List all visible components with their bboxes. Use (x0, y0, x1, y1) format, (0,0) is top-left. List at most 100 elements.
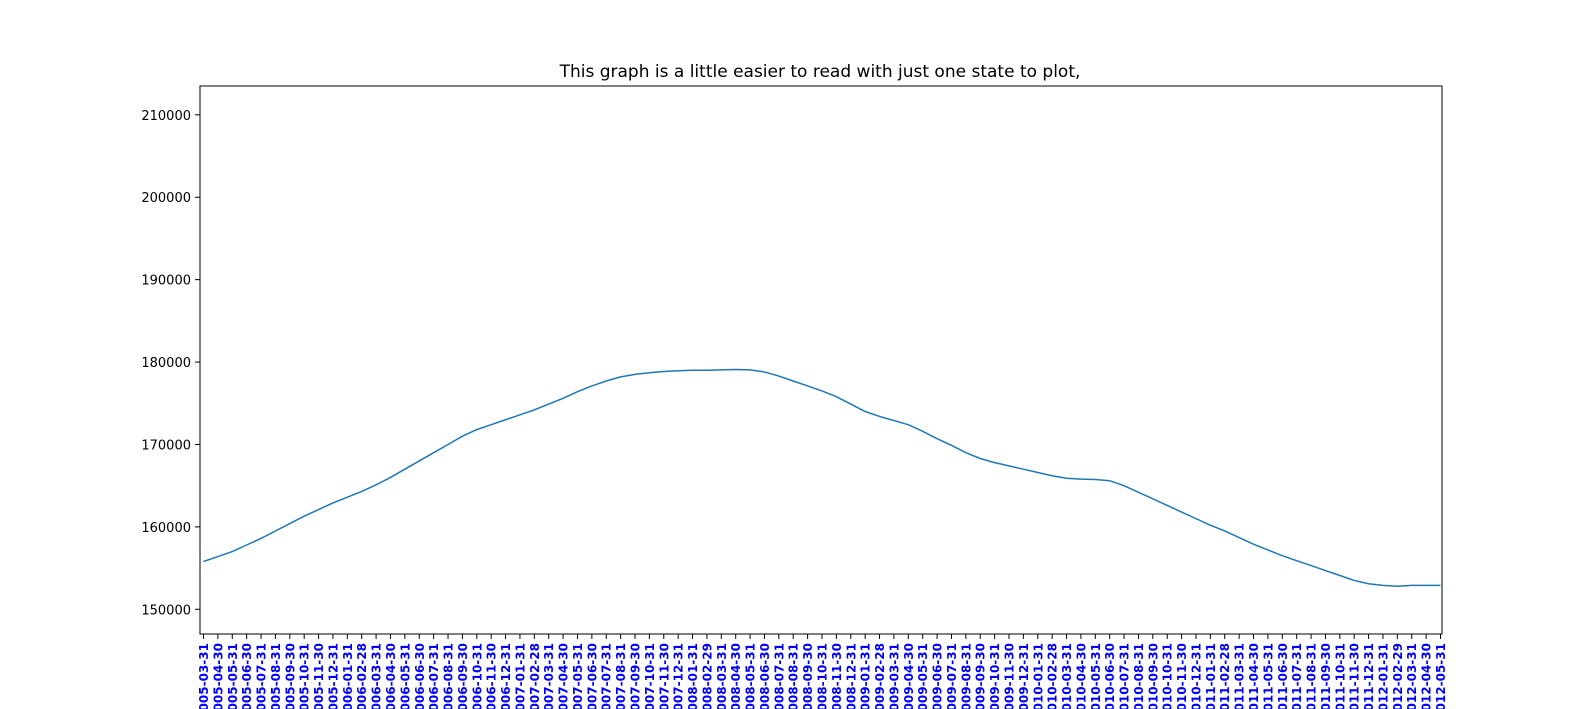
x-tick-label: 2005-09-30 (283, 643, 297, 709)
x-axis: 2005-03-31 2005-04-30 2005-05-31 2005-06-30… (197, 634, 1448, 709)
x-tick-label: 2007-01-31 (513, 643, 527, 709)
x-tick-label: 2006-02-28 (355, 643, 369, 709)
x-tick-label: 2005-08-31 (269, 643, 283, 709)
x-tick-label: 2011-02-28 (1218, 643, 1232, 709)
x-tick-label: 2008-04-30 (729, 643, 743, 709)
x-tick-label: 2005-12-31 (326, 643, 340, 709)
y-axis: 150000 160000 170000 180000 190000 200000 2100… (141, 109, 200, 618)
x-tick-label: 2006-04-30 (384, 643, 398, 709)
x-tick-label: 2006-11-30 (485, 643, 499, 709)
x-tick-label: 2006-03-31 (370, 643, 384, 709)
x-tick-label: 2010-09-30 (1146, 643, 1160, 709)
x-tick-label: 2011-04-30 (1247, 643, 1261, 709)
x-tick-label: 2012-05-31 (1434, 643, 1448, 709)
x-tick-label: 2009-07-31 (945, 643, 959, 709)
x-tick-label: 2007-04-30 (557, 643, 571, 709)
y-tick-label: 160000 (141, 521, 191, 536)
x-tick-label: 2010-07-31 (1118, 643, 1132, 709)
x-tick-label: 2009-05-31 (916, 643, 930, 709)
x-tick-label: 2007-08-31 (614, 643, 628, 709)
x-tick-label: 2009-01-31 (859, 643, 873, 709)
x-tick-label: 2009-11-30 (1002, 643, 1016, 709)
x-tick-label: 2008-06-30 (758, 643, 772, 709)
x-tick-label: 2010-10-31 (1161, 643, 1175, 709)
x-tick-label: 2005-04-30 (211, 643, 225, 709)
x-tick-label: 2007-09-30 (629, 643, 643, 709)
x-tick-label: 2005-06-30 (240, 643, 254, 709)
x-tick-label: 2011-10-31 (1333, 643, 1347, 709)
x-tick-label: 2011-12-31 (1362, 643, 1376, 709)
x-tick-label: 2008-11-30 (830, 643, 844, 709)
x-tick-label: 2009-10-31 (988, 643, 1002, 709)
x-tick-label: 2005-03-31 (197, 643, 211, 709)
x-tick-label: 2006-10-31 (470, 643, 484, 709)
y-tick-label: 200000 (141, 191, 191, 206)
x-tick-label: 2006-09-30 (456, 643, 470, 709)
x-tick-label: 2011-11-30 (1348, 643, 1362, 709)
x-tick-label: 2006-05-31 (398, 643, 412, 709)
x-tick-label: 2011-06-30 (1276, 643, 1290, 709)
x-tick-label: 2007-07-31 (600, 643, 614, 709)
x-tick-label: 2006-08-31 (442, 643, 456, 709)
x-tick-label: 2005-11-30 (312, 643, 326, 709)
x-tick-label: 2007-11-30 (657, 643, 671, 709)
x-tick-label: 2008-02-29 (700, 643, 714, 709)
x-tick-label: 2007-05-31 (571, 643, 585, 709)
x-tick-label: 2011-08-31 (1305, 643, 1319, 709)
y-tick-label: 180000 (141, 356, 191, 371)
x-tick-label: 2009-12-31 (1017, 643, 1031, 709)
x-tick-label: 2007-02-28 (528, 643, 542, 709)
x-tick-label: 2006-06-30 (413, 643, 427, 709)
series-line (203, 368, 1441, 587)
x-tick-label: 2008-09-30 (801, 643, 815, 709)
y-tick-label: 150000 (141, 603, 191, 618)
x-tick-label: 2009-09-30 (974, 643, 988, 709)
x-tick-label: 2011-05-31 (1261, 643, 1275, 709)
x-tick-label: 2008-03-31 (715, 643, 729, 709)
x-tick-label: 2005-05-31 (226, 643, 240, 709)
x-tick-label: 2008-01-31 (686, 643, 700, 709)
x-tick-label: 2007-12-31 (672, 643, 686, 709)
x-tick-label: 2008-05-31 (744, 643, 758, 709)
x-tick-label: 2006-12-31 (499, 643, 513, 709)
x-tick-label: 2012-02-29 (1391, 643, 1405, 709)
x-tick-label: 2009-06-30 (931, 643, 945, 709)
x-tick-label: 2011-07-31 (1290, 643, 1304, 709)
x-tick-label: 2010-03-31 (1060, 643, 1074, 709)
x-tick-label: 2010-04-30 (1074, 643, 1088, 709)
y-tick-label: 170000 (141, 438, 191, 453)
y-tick-label: 190000 (141, 274, 191, 289)
x-tick-label: 2010-11-30 (1175, 643, 1189, 709)
x-tick-label: 2011-03-31 (1233, 643, 1247, 709)
x-tick-label: 2007-03-31 (542, 643, 556, 709)
x-tick-label: 2009-03-31 (887, 643, 901, 709)
x-tick-label: 2011-01-31 (1204, 643, 1218, 709)
x-tick-label: 2010-08-31 (1132, 643, 1146, 709)
x-tick-label: 2008-10-31 (816, 643, 830, 709)
x-tick-label: 2009-02-28 (873, 643, 887, 709)
x-tick-label: 2006-07-31 (427, 643, 441, 709)
y-tick-label: 210000 (141, 109, 191, 124)
x-tick-label: 2010-01-31 (1031, 643, 1045, 709)
x-tick-label: 2007-06-30 (585, 643, 599, 709)
x-tick-label: 2008-08-31 (787, 643, 801, 709)
x-tick-label: 2005-10-31 (298, 643, 312, 709)
x-tick-label: 2008-07-31 (772, 643, 786, 709)
x-tick-label: 2010-02-28 (1046, 643, 1060, 709)
x-tick-label: 2011-09-30 (1319, 643, 1333, 709)
x-tick-label: 2008-12-31 (844, 643, 858, 709)
x-tick-label: 2012-01-31 (1376, 643, 1390, 709)
plot-frame (199, 85, 1443, 635)
x-tick-label: 2005-07-31 (255, 643, 269, 709)
x-tick-label: 2007-10-31 (643, 643, 657, 709)
x-tick-label: 2010-12-31 (1189, 643, 1203, 709)
x-tick-label: 2012-03-31 (1405, 643, 1419, 709)
x-tick-label: 2009-04-30 (902, 643, 916, 709)
x-tick-label: 2010-06-30 (1103, 643, 1117, 709)
x-tick-label: 2006-01-31 (341, 643, 355, 709)
chart-title: This graph is a little easier to read wi… (559, 62, 1081, 82)
x-tick-label: 2010-05-31 (1089, 643, 1103, 709)
x-tick-label: 2009-08-31 (959, 643, 973, 709)
x-tick-label: 2012-04-30 (1420, 643, 1434, 709)
